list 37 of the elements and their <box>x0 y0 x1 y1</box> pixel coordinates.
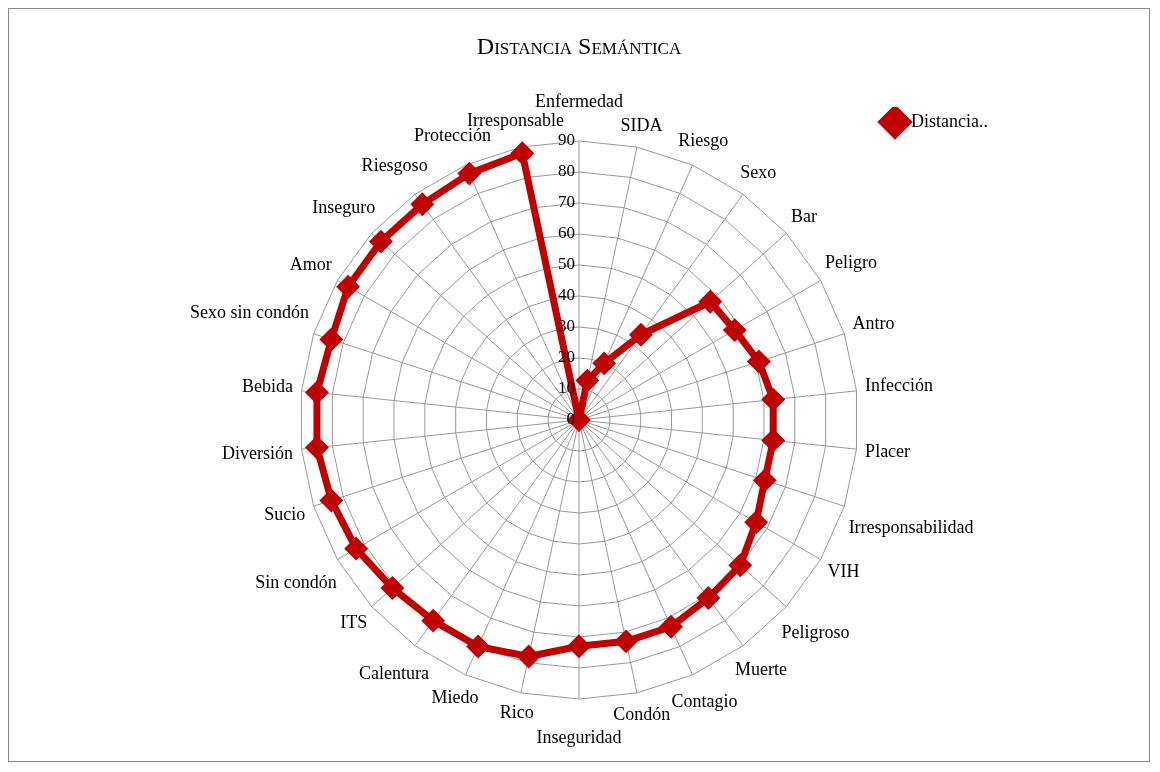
spoke-label: Inseguridad <box>536 726 622 747</box>
y-tick-label: 40 <box>558 285 575 305</box>
spoke-label: Riesgo <box>678 129 729 150</box>
spoke-label: Sucio <box>264 504 306 525</box>
y-tick-label: 50 <box>558 254 575 274</box>
spoke-label: Muerte <box>734 659 787 680</box>
spoke-label: Miedo <box>431 687 479 708</box>
spoke-label: Enfermedad <box>535 90 623 111</box>
spoke-label: Bebida <box>241 375 293 396</box>
spoke-label: Antro <box>852 313 895 334</box>
spoke-label: Peligroso <box>781 621 850 642</box>
y-tick-label: 80 <box>558 161 575 181</box>
spoke-label: Sin condón <box>255 572 337 593</box>
chart-title: Distancia Semántica <box>475 33 683 60</box>
spoke-label: Sexo sin condón <box>190 301 310 322</box>
spoke-label: Infección <box>864 375 933 396</box>
y-tick-label: 70 <box>558 192 575 212</box>
spoke-label: Sexo <box>740 162 777 183</box>
spoke-label: Inseguro <box>312 197 376 217</box>
spoke-label: Rico <box>499 701 534 722</box>
spoke-label: Riesgoso <box>361 154 428 175</box>
spoke-label: Irresponsabilidad <box>848 516 974 537</box>
spoke-label: SIDA <box>620 115 663 136</box>
spoke-label: Bar <box>790 206 817 227</box>
spoke-label: ITS <box>340 611 368 632</box>
spoke-label: Diversión <box>222 442 294 463</box>
spoke-label: Peligro <box>824 251 877 272</box>
spoke-label: Irresponsable <box>466 109 564 130</box>
spoke-label: Amor <box>289 253 332 274</box>
y-tick-label: 60 <box>558 223 575 243</box>
spoke-label: VIH <box>827 561 860 582</box>
legend-label: Distancia.. <box>911 110 989 131</box>
spoke-label: Contagio <box>671 690 738 711</box>
spoke-label: Placer <box>865 441 911 462</box>
y-tick-label: 90 <box>558 130 575 150</box>
spoke-label: Calentura <box>358 663 429 684</box>
spoke-label: Condón <box>613 703 671 724</box>
